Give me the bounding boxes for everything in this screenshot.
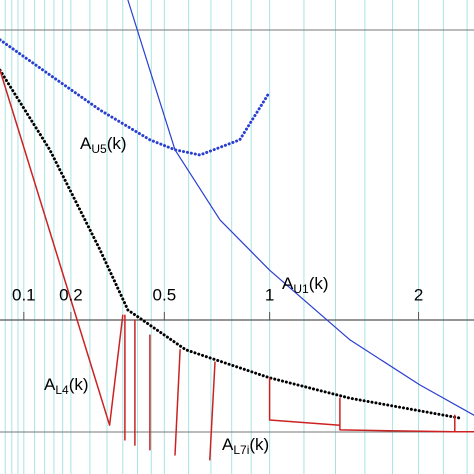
series-line (0, 69, 124, 426)
annotation: AL4(k) (44, 375, 89, 397)
annotation: AU1(k) (282, 274, 329, 296)
series-line (127, 0, 474, 416)
x-tick-label: 0.2 (59, 285, 83, 304)
series-line (124, 314, 474, 461)
x-tick-label: 1 (265, 285, 274, 304)
series-line (0, 38, 272, 157)
curves (0, 0, 474, 461)
series-line (0, 68, 462, 420)
x-tick-label: 0.1 (12, 285, 36, 304)
annotation: AL7i(k) (222, 435, 269, 457)
annotation: AU5(k) (80, 134, 127, 156)
x-tick-label: 0.5 (153, 285, 177, 304)
x-tick-label: 2 (414, 285, 423, 304)
